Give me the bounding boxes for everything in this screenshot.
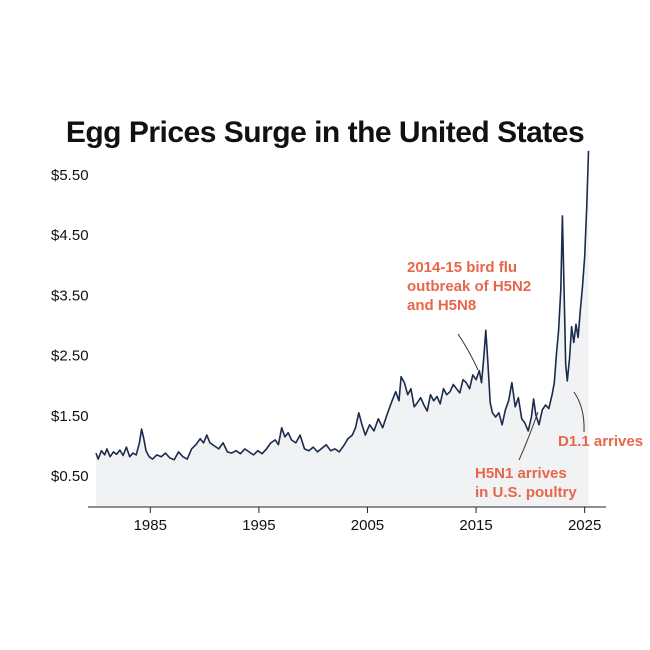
annotation-line: and H5N8 xyxy=(407,297,476,314)
y-tick-label: $0.50 xyxy=(51,468,89,485)
x-axis-ticks: 1985 1995 2005 2015 2025 xyxy=(134,507,601,534)
y-tick-label: $4.50 xyxy=(51,227,89,244)
y-tick-label: $3.50 xyxy=(51,287,89,304)
x-tick-label: 2015 xyxy=(459,517,492,534)
x-tick-label: 1995 xyxy=(242,517,275,534)
y-axis-ticks: $0.50 $1.50 $2.50 $3.50 $4.50 $5.50 xyxy=(51,167,89,485)
y-tick-label: $5.50 xyxy=(51,167,89,184)
annotations: 2014-15 bird flu outbreak of H5N2 and H5N8… xyxy=(407,259,643,501)
annotation-line: H5N1 arrives xyxy=(475,465,567,482)
annotation-line: in U.S. poultry xyxy=(475,484,577,501)
annotation-leader-line xyxy=(573,391,585,433)
annotation-leader-line xyxy=(518,411,539,461)
annotation-leader-line xyxy=(457,333,479,371)
price-area-fill xyxy=(96,150,589,507)
y-tick-label: $2.50 xyxy=(51,348,89,365)
annotation-label: H5N1 arrives in U.S. poultry xyxy=(475,465,577,501)
annotation-line: 2014-15 bird flu xyxy=(407,259,517,276)
chart-title: Egg Prices Surge in the United States xyxy=(66,116,584,149)
y-tick-label: $1.50 xyxy=(51,408,89,425)
price-series-line xyxy=(95,150,590,461)
x-tick-label: 2005 xyxy=(351,517,384,534)
annotation-label: 2014-15 bird flu outbreak of H5N2 and H5N8 xyxy=(407,259,531,314)
x-tick-label: 2025 xyxy=(568,517,601,534)
annotation-label: D1.1 arrives xyxy=(558,433,643,450)
annotation-line: outbreak of H5N2 xyxy=(407,278,531,295)
annotation-line: D1.1 arrives xyxy=(558,433,643,450)
x-tick-label: 1985 xyxy=(134,517,167,534)
